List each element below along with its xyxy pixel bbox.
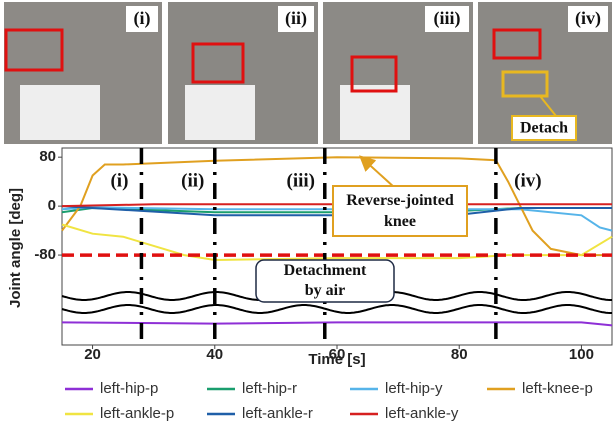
photo-detail <box>340 85 410 140</box>
legend-label: left-hip-y <box>385 380 443 397</box>
legend-label: left-hip-r <box>242 380 297 397</box>
photo-label: (i) <box>134 8 151 29</box>
y-tick-label: -80 <box>34 246 56 263</box>
photos: (i) (ii) (iii) (iv) Detach <box>4 2 612 144</box>
legend-label: left-ankle-y <box>385 405 459 422</box>
y-tick-label: 0 <box>48 197 56 214</box>
legend-label: left-ankle-r <box>242 405 313 422</box>
y-axis-label: Joint angle [deg] <box>7 188 24 308</box>
figure: (i) (ii) (iii) (iv) Detach 800-802040608… <box>0 0 614 429</box>
phase-label: (iv) <box>514 170 541 191</box>
x-tick-label: 100 <box>569 346 594 363</box>
photo-detail <box>185 85 255 140</box>
photo-detail <box>20 85 100 140</box>
legend-label: left-hip-p <box>100 380 158 397</box>
x-tick-label: 20 <box>84 346 101 363</box>
y-tick-label: 80 <box>39 148 56 165</box>
phase-label: (i) <box>110 170 128 191</box>
x-tick-label: 80 <box>451 346 468 363</box>
photo-label: (iii) <box>434 8 461 29</box>
phase-label: (ii) <box>181 170 204 191</box>
x-axis-label: Time [s] <box>308 351 365 368</box>
photo-label: (ii) <box>285 8 307 29</box>
legend-label: left-knee-p <box>522 380 593 397</box>
phase-label: (iii) <box>287 170 316 191</box>
x-tick-label: 40 <box>206 346 223 363</box>
callout: Detach <box>520 120 568 137</box>
legend-label: left-ankle-p <box>100 405 174 422</box>
photo-label: (iv) <box>575 8 601 29</box>
